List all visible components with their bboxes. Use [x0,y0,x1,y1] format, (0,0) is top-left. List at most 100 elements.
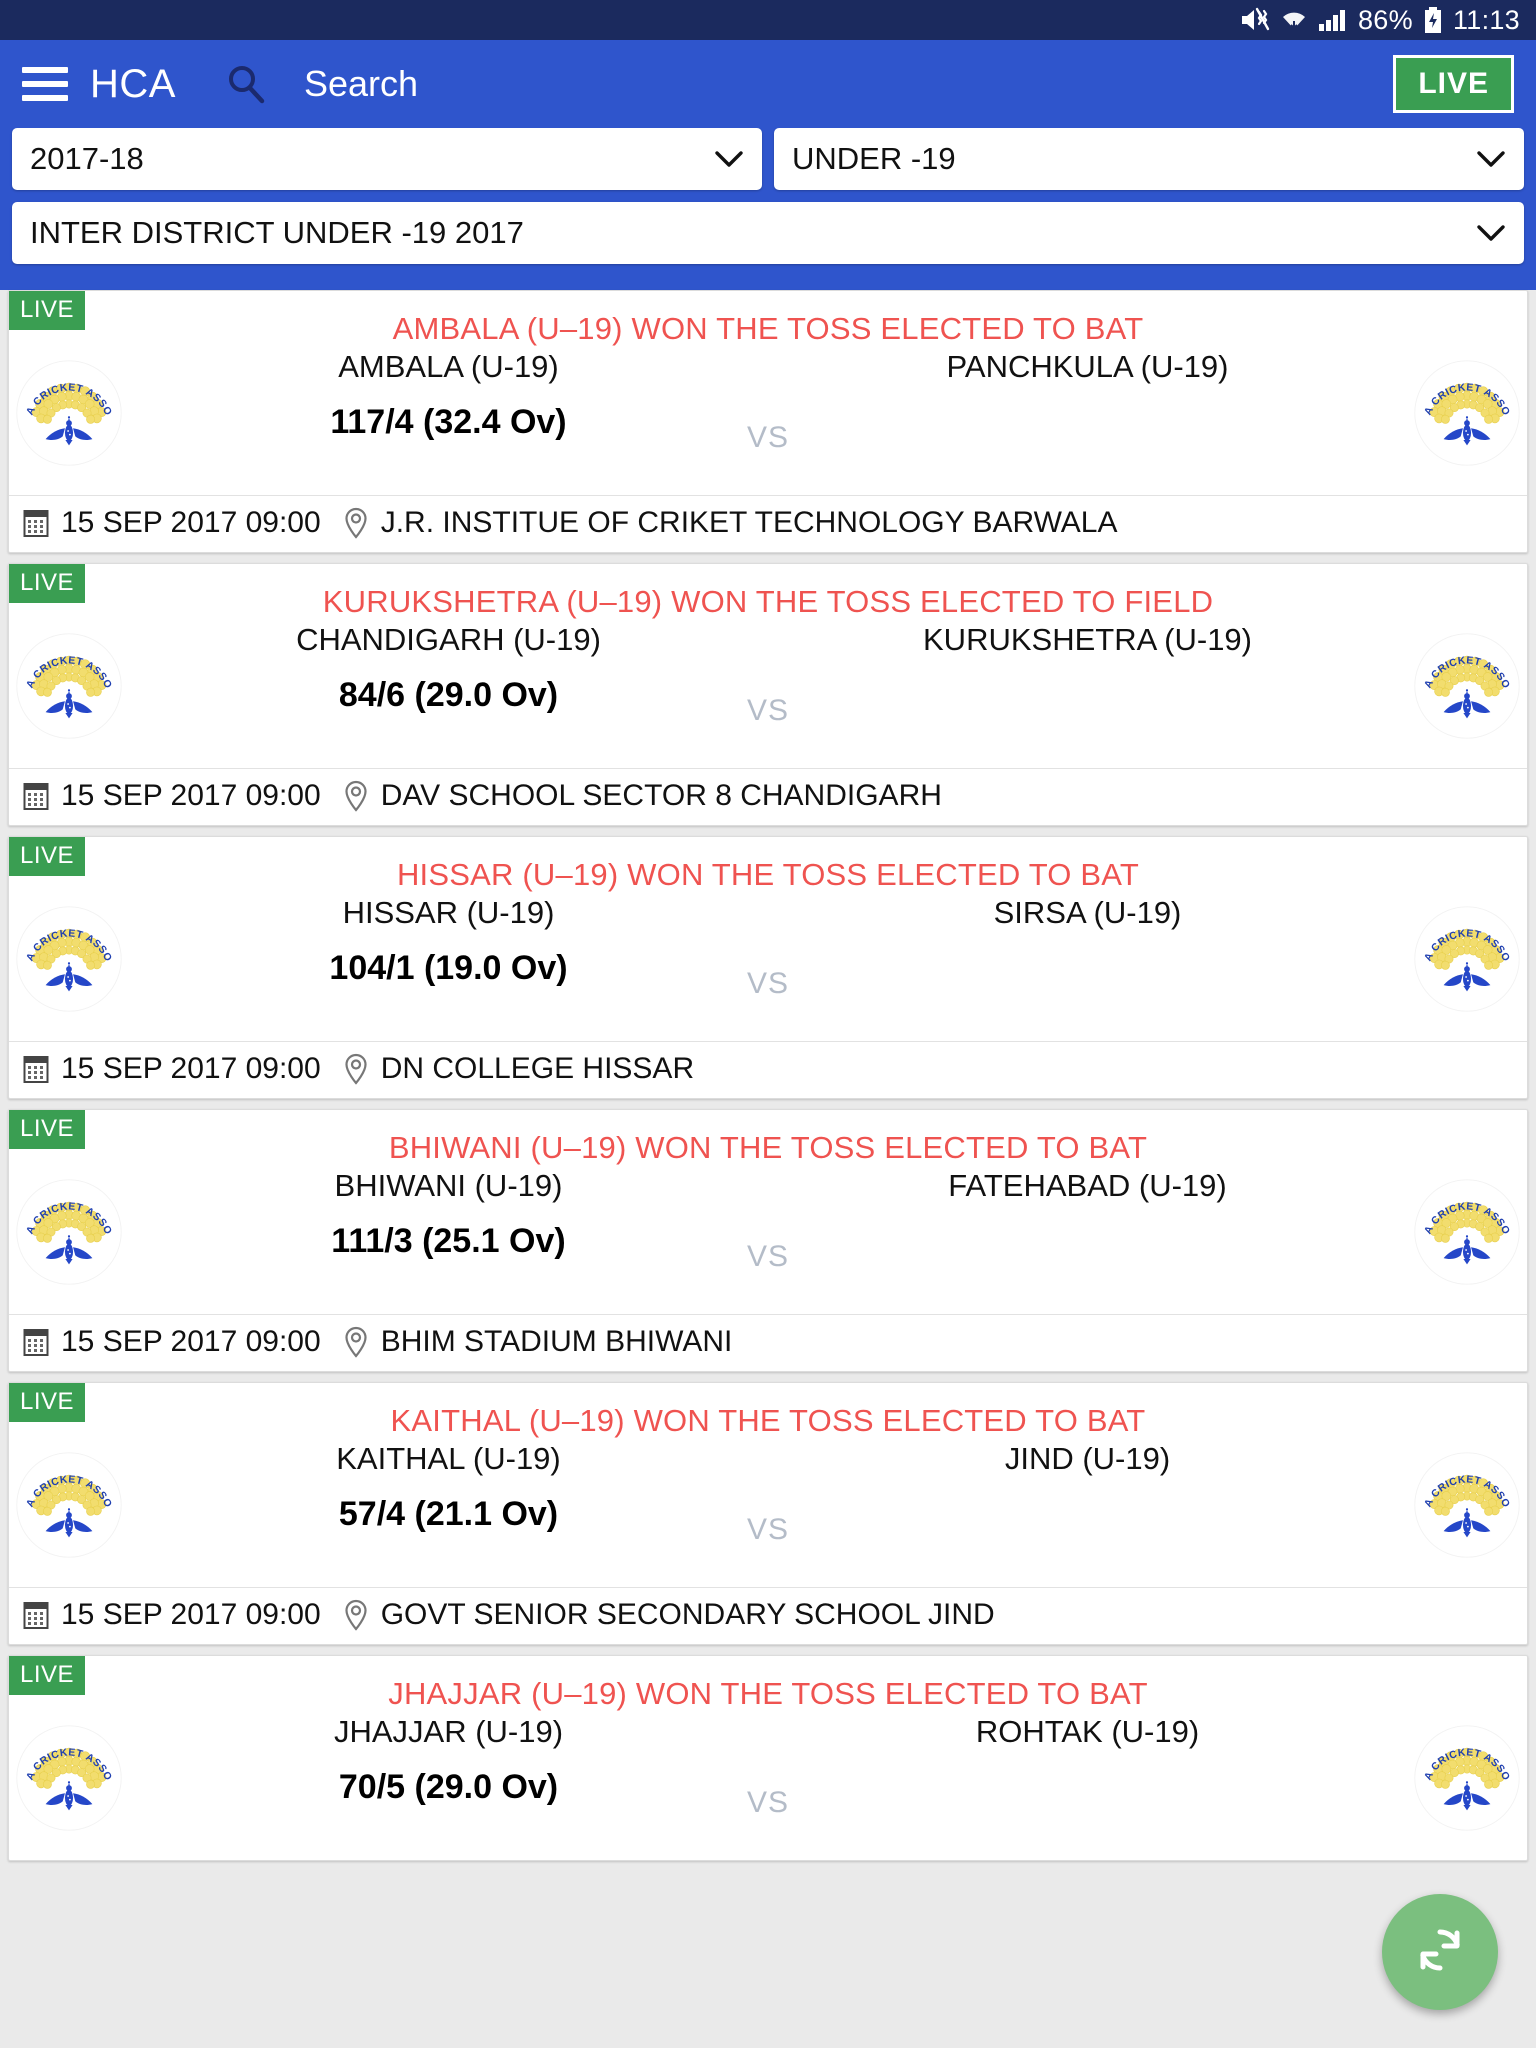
toss-result-text: BHIWANI (U–19) WON THE TOSS ELECTED TO B… [388,1130,1148,1165]
filter-row-bottom: INTER DISTRICT UNDER -19 2017 [12,202,1524,264]
live-button[interactable]: LIVE [1393,55,1514,113]
match-card[interactable]: LIVE KURUKSHETRA (U–19) WON THE TOSS ELE… [8,563,1528,826]
team1-name: AMBALA (U-19) [338,349,559,384]
team1-block: CHANDIGARH (U-19) 84/6 (29.0 Ov) [129,620,768,715]
match-meta: 15 SEP 2017 09:00 DAV SCHOOL SECTOR 8 CH… [9,768,1527,825]
team1-name: HISSAR (U-19) [342,895,555,930]
match-date: 15 SEP 2017 09:00 [61,1325,321,1358]
chevron-down-icon [1476,223,1506,243]
location-pin-icon [343,507,369,539]
teams-row: KAITHAL (U-19) 57/4 (21.1 Ov) JIND (U-19… [129,1439,1407,1534]
teams-row: JHAJJAR (U-19) 70/5 (29.0 Ov) ROHTAK (U-… [129,1712,1407,1807]
status-badge: LIVE [9,1110,86,1149]
match-meta: 15 SEP 2017 09:00 GOVT SENIOR SECONDARY … [9,1587,1527,1644]
age-group-select[interactable]: UNDER -19 [774,128,1524,190]
team1-block: BHIWANI (U-19) 111/3 (25.1 Ov) [129,1166,768,1261]
calendar-icon [23,1327,49,1357]
team1-logo: HARYANA CRICKET ASSOCIATION [15,905,123,1013]
refresh-icon [1409,1919,1471,1986]
team2-block: SIRSA (U-19) [768,893,1407,988]
season-select[interactable]: 2017-18 [12,128,762,190]
team1-score: 111/3 (25.1 Ov) [331,1222,566,1260]
calendar-icon [23,1600,49,1630]
team2-name: ROHTAK (U-19) [975,1714,1200,1749]
team1-block: KAITHAL (U-19) 57/4 (21.1 Ov) [129,1439,768,1534]
wifi-icon [1280,7,1308,33]
match-body: HARYANA CRICKET ASSOCIATION [9,347,1527,495]
match-card[interactable]: LIVE BHIWANI (U–19) WON THE TOSS ELECTED… [8,1109,1528,1372]
search-icon[interactable] [224,62,268,106]
match-card[interactable]: LIVE AMBALA (U–19) WON THE TOSS ELECTED … [8,290,1528,553]
search-input[interactable]: Search [303,63,419,104]
hamburger-icon[interactable] [22,67,68,101]
teams-row: AMBALA (U-19) 117/4 (32.4 Ov) PANCHKULA … [129,347,1407,442]
teams-row: BHIWANI (U-19) 111/3 (25.1 Ov) FATEHABAD… [129,1166,1407,1261]
vs-label: VS [746,1240,790,1273]
status-badge: LIVE [9,1656,86,1695]
team1-block: JHAJJAR (U-19) 70/5 (29.0 Ov) [129,1712,768,1807]
team1-score: 104/1 (19.0 Ov) [329,949,568,987]
match-meta: 15 SEP 2017 09:00 J.R. INSTITUE OF CRIKE… [9,495,1527,552]
team2-block: ROHTAK (U-19) [768,1712,1407,1807]
vs-label: VS [746,1513,790,1546]
match-venue: BHIM STADIUM BHIWANI [380,1325,733,1358]
refresh-fab-button[interactable] [1382,1894,1498,2010]
location-pin-icon [343,1599,369,1631]
team2-name: PANCHKULA (U-19) [946,349,1229,384]
team2-logo: HARYANA CRICKET ASSOCIATION [1413,632,1521,740]
match-card[interactable]: LIVE HISSAR (U–19) WON THE TOSS ELECTED … [8,836,1528,1099]
status-badge: LIVE [9,837,86,876]
team2-block: PANCHKULA (U-19) [768,347,1407,442]
status-badge: LIVE [9,291,86,330]
team2-logo: HARYANA CRICKET ASSOCIATION [1413,905,1521,1013]
team1-score: 84/6 (29.0 Ov) [338,676,559,714]
match-date: 15 SEP 2017 09:00 [61,1052,321,1085]
match-body: HARYANA CRICKET ASSOCIATION [9,620,1527,768]
team2-block: FATEHABAD (U-19) [768,1166,1407,1261]
team1-name: JHAJJAR (U-19) [333,1714,564,1749]
team1-name: KAITHAL (U-19) [336,1441,561,1476]
toss-result-text: AMBALA (U–19) WON THE TOSS ELECTED TO BA… [392,311,1144,346]
tournament-select[interactable]: INTER DISTRICT UNDER -19 2017 [12,202,1524,264]
filter-bar: 2017-18 UNDER -19 INTER DISTRICT UNDER -… [0,128,1536,290]
battery-charging-icon [1423,6,1443,34]
filter-row-top: 2017-18 UNDER -19 [12,128,1524,190]
location-pin-icon [343,1053,369,1085]
match-body: HARYANA CRICKET ASSOCIATION [9,1712,1527,1860]
toss-result-text: KAITHAL (U–19) WON THE TOSS ELECTED TO B… [390,1403,1146,1438]
mute-icon [1240,7,1270,33]
team2-block: KURUKSHETRA (U-19) [768,620,1407,715]
match-venue: GOVT SENIOR SECONDARY SCHOOL JIND [380,1598,995,1631]
status-badge: LIVE [9,564,86,603]
match-body: HARYANA CRICKET ASSOCIATION [9,893,1527,1041]
team1-logo: HARYANA CRICKET ASSOCIATION [15,1451,123,1559]
team2-logo: HARYANA CRICKET ASSOCIATION [1413,359,1521,467]
status-badge: LIVE [9,1383,86,1422]
age-group-select-value: UNDER -19 [792,141,956,176]
chevron-down-icon [714,149,744,169]
vs-label: VS [746,1786,790,1819]
app-bar: HCA Search LIVE [0,40,1536,128]
match-card[interactable]: LIVE JHAJJAR (U–19) WON THE TOSS ELECTED… [8,1655,1528,1861]
team1-score: 70/5 (29.0 Ov) [338,1768,559,1806]
team1-score: 57/4 (21.1 Ov) [338,1495,559,1533]
match-date: 15 SEP 2017 09:00 [61,506,321,539]
app-title: HCA [90,61,176,106]
team2-name: JIND (U-19) [1004,1441,1171,1476]
vs-label: VS [746,694,790,727]
match-venue: DAV SCHOOL SECTOR 8 CHANDIGARH [380,779,942,812]
teams-row: CHANDIGARH (U-19) 84/6 (29.0 Ov) KURUKSH… [129,620,1407,715]
team2-name: FATEHABAD (U-19) [948,1168,1227,1203]
match-date: 15 SEP 2017 09:00 [61,1598,321,1631]
vs-label: VS [746,421,790,454]
team1-logo: HARYANA CRICKET ASSOCIATION [15,359,123,467]
team1-logo: HARYANA CRICKET ASSOCIATION [15,632,123,740]
battery-percent-label: 86% [1357,4,1413,35]
match-list: LIVE AMBALA (U–19) WON THE TOSS ELECTED … [0,290,1536,1861]
match-card[interactable]: LIVE KAITHAL (U–19) WON THE TOSS ELECTED… [8,1382,1528,1645]
team2-logo: HARYANA CRICKET ASSOCIATION [1413,1724,1521,1832]
match-body: HARYANA CRICKET ASSOCIATION [9,1166,1527,1314]
vs-label: VS [746,967,790,1000]
location-pin-icon [343,1326,369,1358]
